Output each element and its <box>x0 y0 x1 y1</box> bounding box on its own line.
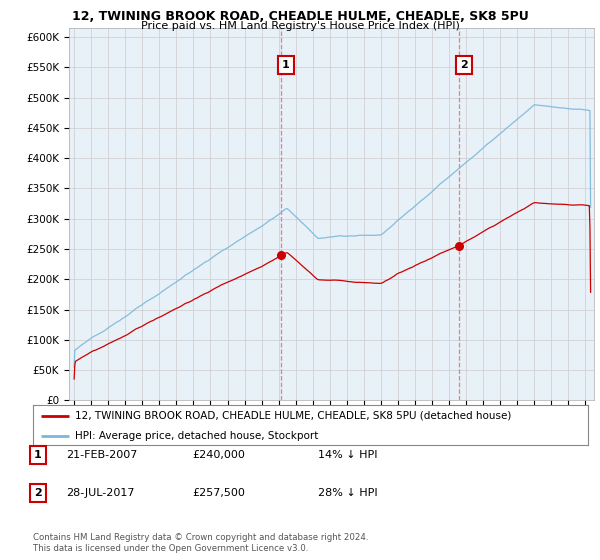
Text: 28-JUL-2017: 28-JUL-2017 <box>66 488 134 498</box>
Text: £257,500: £257,500 <box>192 488 245 498</box>
Text: 21-FEB-2007: 21-FEB-2007 <box>66 450 137 460</box>
Text: 28% ↓ HPI: 28% ↓ HPI <box>318 488 377 498</box>
Text: 1: 1 <box>282 60 290 70</box>
Text: 2: 2 <box>34 488 41 498</box>
Text: Contains HM Land Registry data © Crown copyright and database right 2024.
This d: Contains HM Land Registry data © Crown c… <box>33 533 368 553</box>
Text: 14% ↓ HPI: 14% ↓ HPI <box>318 450 377 460</box>
Text: 2: 2 <box>460 60 468 70</box>
Text: 12, TWINING BROOK ROAD, CHEADLE HULME, CHEADLE, SK8 5PU: 12, TWINING BROOK ROAD, CHEADLE HULME, C… <box>71 10 529 23</box>
Text: 1: 1 <box>34 450 41 460</box>
Text: £240,000: £240,000 <box>192 450 245 460</box>
Text: Price paid vs. HM Land Registry's House Price Index (HPI): Price paid vs. HM Land Registry's House … <box>140 21 460 31</box>
Text: HPI: Average price, detached house, Stockport: HPI: Average price, detached house, Stoc… <box>74 431 318 441</box>
Text: 12, TWINING BROOK ROAD, CHEADLE HULME, CHEADLE, SK8 5PU (detached house): 12, TWINING BROOK ROAD, CHEADLE HULME, C… <box>74 411 511 421</box>
